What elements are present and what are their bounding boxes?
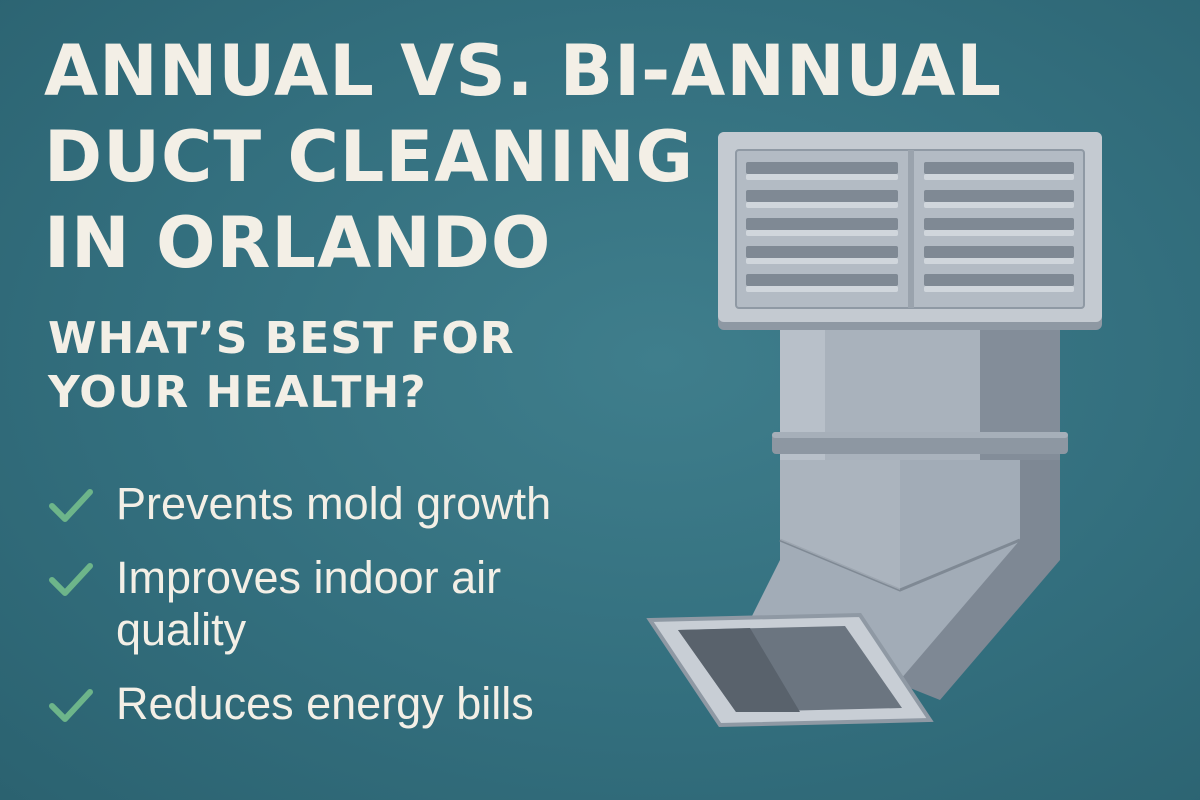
list-item: Prevents mold growth: [48, 478, 668, 530]
check-icon: [49, 489, 93, 522]
check-icon: [49, 563, 93, 596]
benefit-text: Reduces energy bills: [116, 678, 534, 729]
duct-riser: [772, 320, 1068, 460]
page-title: ANNUAL VS. BI-ANNUAL DUCT CLEANING IN OR…: [44, 28, 1002, 286]
list-item: Improves indoor air quality: [48, 552, 668, 656]
list-item: Reduces energy bills: [48, 678, 668, 730]
benefits-list: Prevents mold growth Improves indoor air…: [48, 478, 668, 730]
title-line: IN ORLANDO: [44, 202, 552, 284]
title-line: ANNUAL VS. BI-ANNUAL: [44, 30, 1002, 112]
subtitle-line: YOUR HEALTH?: [48, 367, 427, 418]
subtitle-line: WHAT’S BEST FOR: [48, 313, 515, 364]
benefit-text: Prevents mold growth: [116, 478, 552, 529]
duct-opening: [646, 612, 934, 728]
air-duct-vent-icon: [646, 132, 1102, 728]
vent-grille: [718, 132, 1102, 330]
benefit-text: Improves indoor air quality: [116, 552, 502, 655]
subtitle: WHAT’S BEST FOR YOUR HEALTH?: [48, 312, 648, 420]
title-line: DUCT CLEANING: [44, 116, 695, 198]
check-icon: [49, 689, 93, 722]
